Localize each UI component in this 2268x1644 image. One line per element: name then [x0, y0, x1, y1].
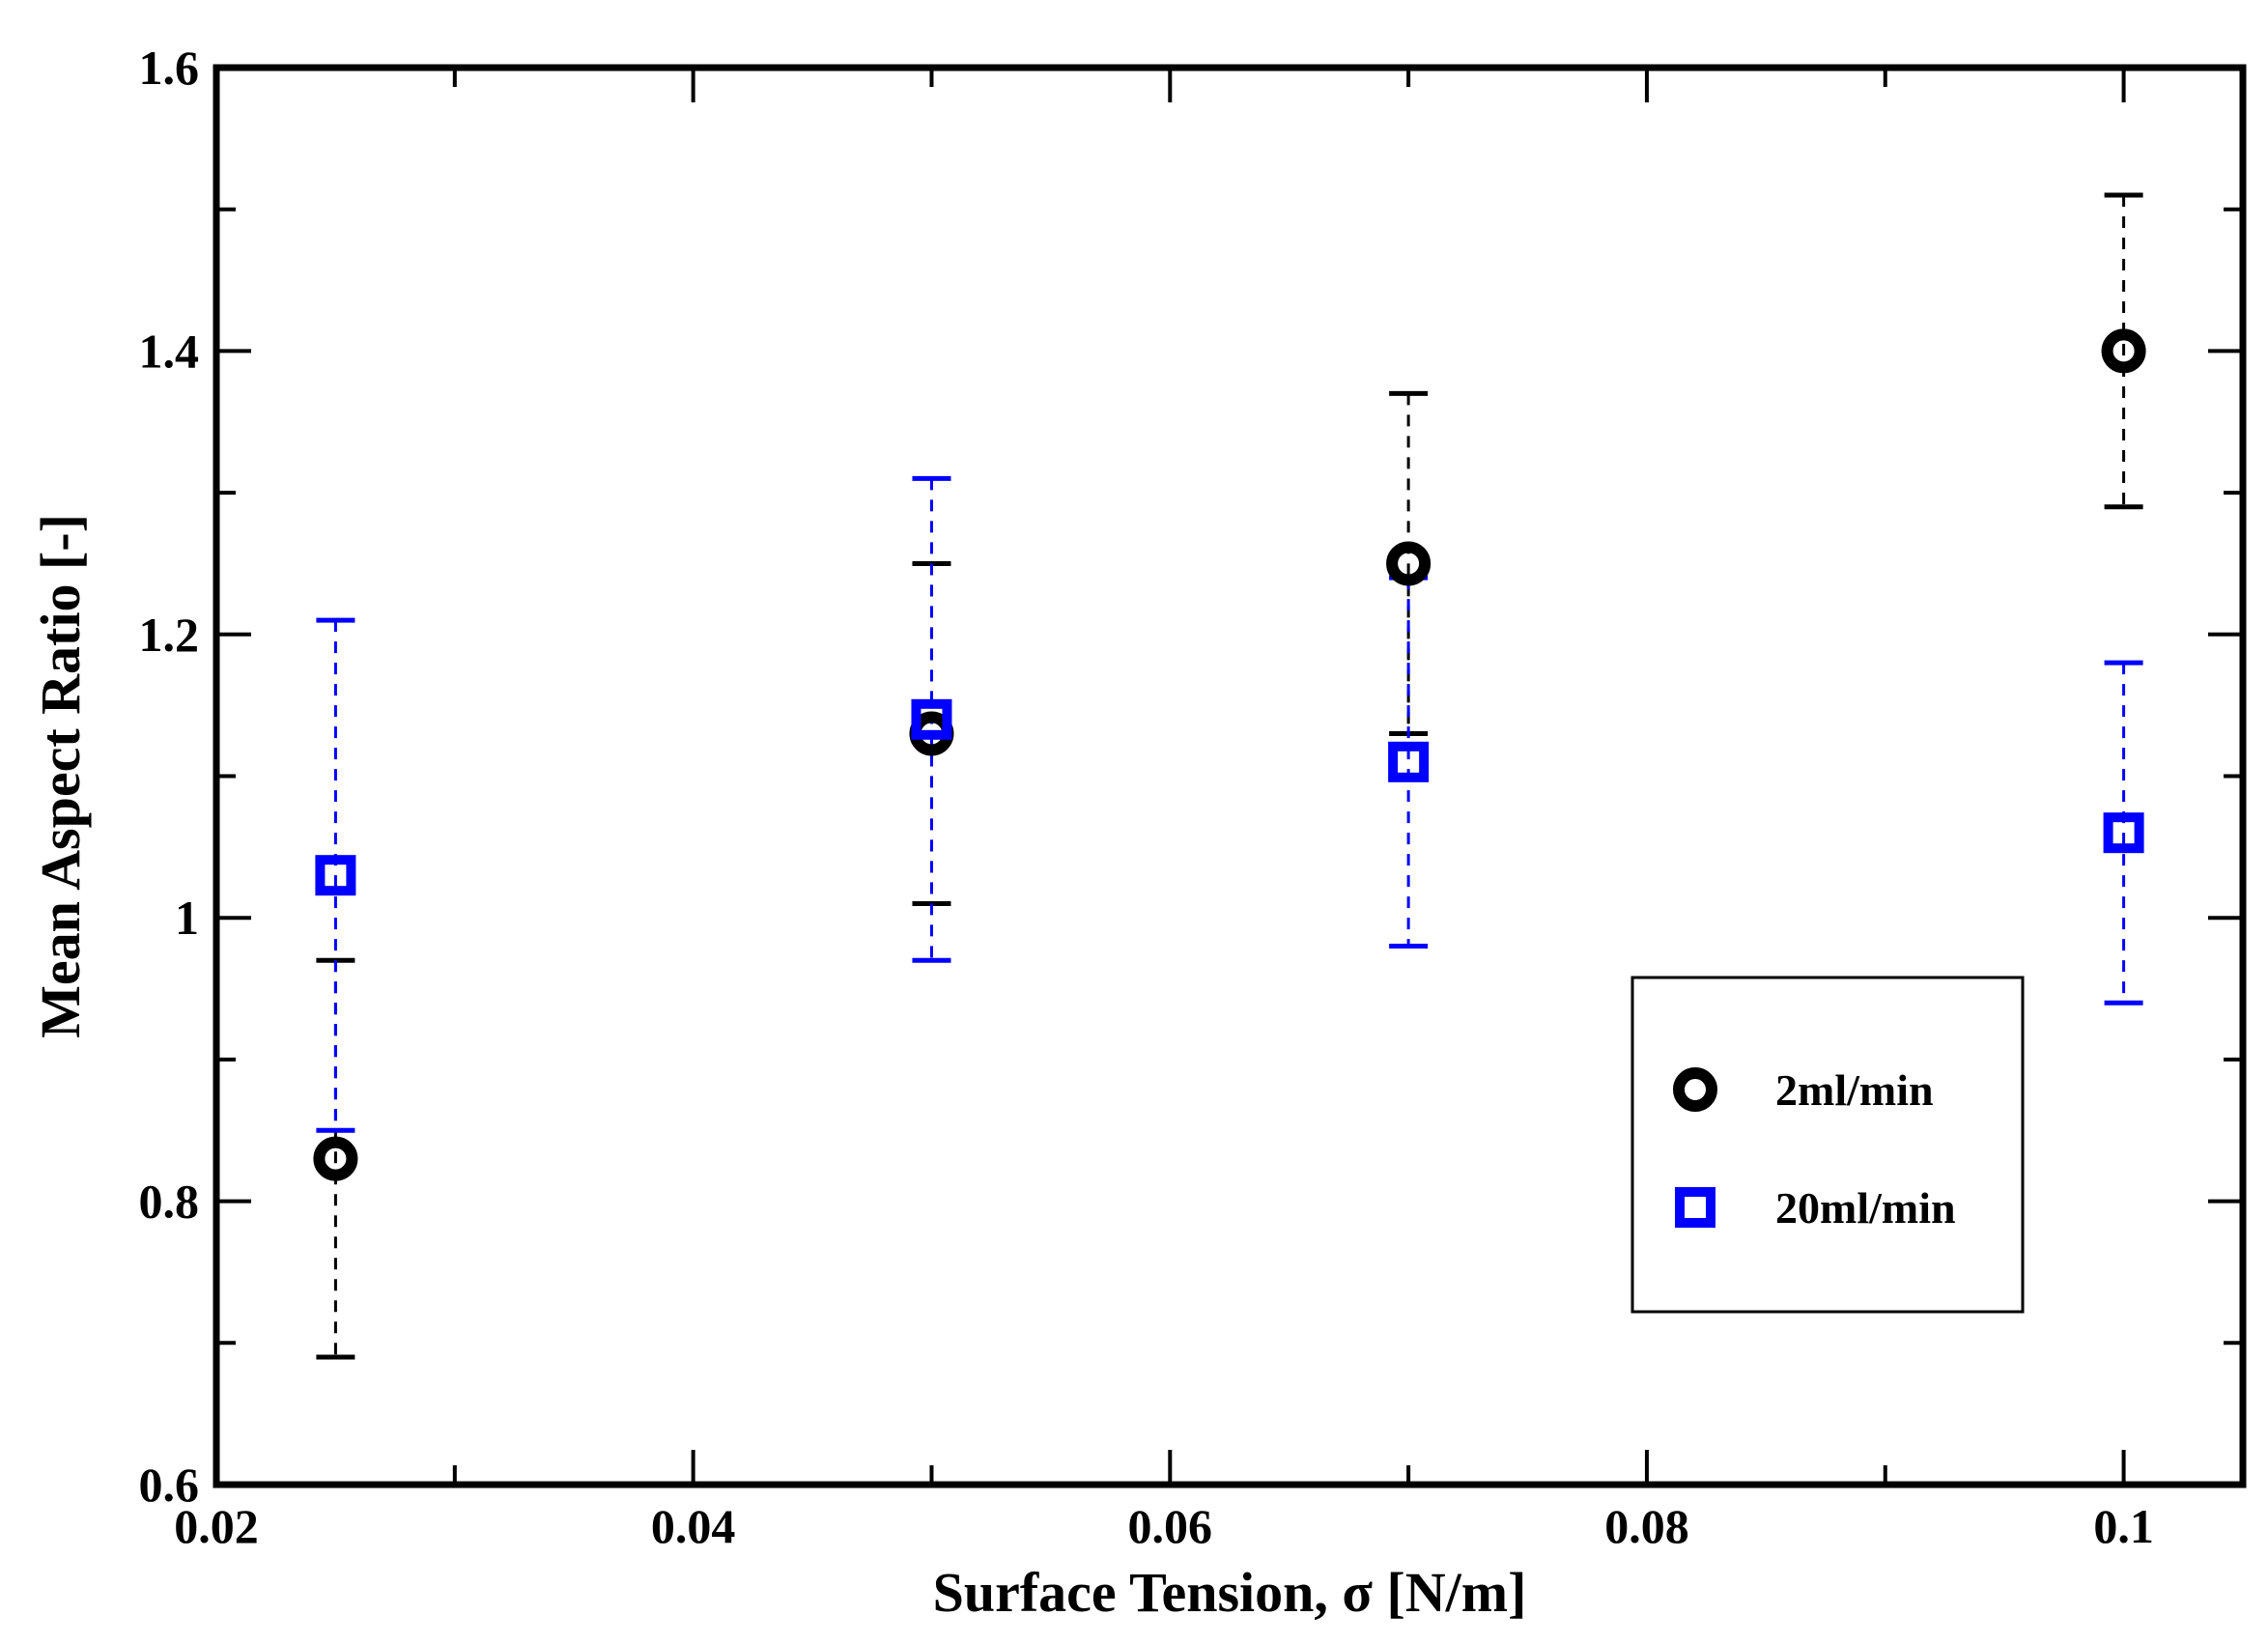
x-axis-title: Surface Tension, σ [N/m]	[933, 1561, 1527, 1624]
x-tick-label: 0.08	[1604, 1499, 1689, 1553]
square-marker	[911, 698, 952, 740]
x-tick-label: 0.06	[1128, 1499, 1213, 1553]
square-marker	[1388, 741, 1430, 782]
square-marker	[1675, 1187, 1715, 1228]
y-tick-label: 1.4	[139, 324, 200, 378]
y-tick-label: 1.2	[139, 608, 200, 662]
square-marker	[2103, 812, 2144, 854]
x-tick-label: 0.1	[2093, 1499, 2154, 1553]
axes: 0.02 0.04 0.06 0.08 0.1 0.6 0.8 1 1.2 1.4 1.6	[139, 41, 2243, 1553]
legend-label: 20ml/min	[1775, 1183, 1956, 1233]
circle-marker	[1386, 541, 1432, 586]
legend-box	[1630, 976, 2025, 1314]
x-tick-label: 0.04	[651, 1499, 736, 1553]
y-tick-label: 0.6	[139, 1458, 200, 1512]
legend-label: 2ml/min	[1775, 1065, 1934, 1115]
circle-marker	[1673, 1067, 1717, 1112]
square-marker	[315, 855, 356, 896]
data-points	[313, 328, 2146, 1181]
legend: 2ml/min 20ml/min	[1630, 976, 2025, 1314]
y-tick-label: 1.6	[139, 41, 200, 95]
y-tick-label: 0.8	[139, 1175, 200, 1229]
circle-marker	[2101, 328, 2146, 374]
y-axis-title: Mean Aspect Ratio [-]	[29, 514, 92, 1038]
x-tick-label: 0.02	[174, 1499, 259, 1553]
circle-marker	[313, 1136, 358, 1181]
plot-area	[313, 192, 2146, 1360]
y-tick-label: 1	[175, 891, 199, 945]
